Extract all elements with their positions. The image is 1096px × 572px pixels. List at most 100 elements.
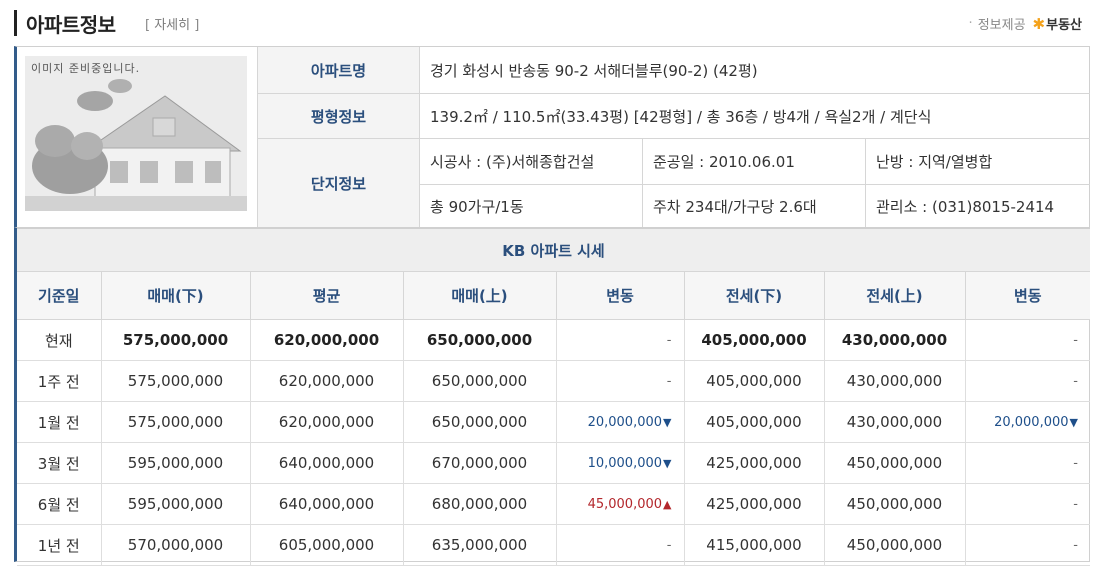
row-divider xyxy=(420,184,1090,185)
management-office-value: 관리소 : (031)8015-2414 xyxy=(876,197,1055,216)
change-amount: 10,000,000 xyxy=(587,455,663,471)
col-header-sale-change: 변동 xyxy=(556,271,685,320)
change-amount: 45,000,000 xyxy=(587,496,663,512)
page-title: 아파트정보 xyxy=(26,13,116,37)
cell-jeonse-change: 20,000,000▼ xyxy=(965,401,1090,443)
cell-average: 605,000,000 xyxy=(250,524,404,566)
detail-link[interactable]: 자세히 xyxy=(154,18,191,33)
cell-date: 1월 전 xyxy=(17,401,102,443)
provider-logo-text: 부동산 xyxy=(1046,18,1082,33)
apartment-photo-placeholder: 이미지 준비중입니다. xyxy=(25,56,247,211)
cell-jeonse-high: 450,000,000 xyxy=(824,483,966,525)
table-header-row: 기준일 매매(下) 평균 매매(上) 변동 전세(下) 전세(上) 변동 xyxy=(17,271,1090,320)
cell-jeonse-high: 430,000,000 xyxy=(824,360,966,402)
cell-sale-high: 670,000,000 xyxy=(403,442,557,484)
kb-price-panel: KB 아파트 시세 기준일 매매(下) 평균 매매(上) 변동 전세(下) 전세… xyxy=(14,228,1090,566)
change-amount: 20,000,000 xyxy=(587,414,663,430)
cell-average: 620,000,000 xyxy=(250,401,404,443)
cell-average: 620,000,000 xyxy=(250,319,404,361)
cell-sale-low: 570,000,000 xyxy=(101,524,251,566)
cell-sale-high: 635,000,000 xyxy=(403,524,557,566)
table-row: 1월 전 575,000,000 620,000,000 650,000,000 20,… xyxy=(17,401,1090,443)
col-header-date: 기준일 xyxy=(17,271,102,320)
image-preparing-notice: 이미지 준비중입니다. xyxy=(31,62,141,75)
cell-jeonse-high: 450,000,000 xyxy=(824,524,966,566)
cell-date: 1주 전 xyxy=(17,360,102,402)
col-header-average: 평균 xyxy=(250,271,404,320)
col-header-jeonse-low: 전세(下) xyxy=(684,271,825,320)
heating-value: 난방 : 지역/열병합 xyxy=(876,152,993,171)
change-amount: 20,000,000 xyxy=(994,414,1069,430)
cell-average: 640,000,000 xyxy=(250,483,404,525)
table-row: 1년 전 570,000,000 605,000,000 635,000,000-41… xyxy=(17,524,1090,566)
provider-logo[interactable]: ✱ 부동산 xyxy=(1032,14,1082,34)
cell-sale-change: 45,000,000▲ xyxy=(556,483,685,525)
cell-sale-change: - xyxy=(556,319,685,361)
title-bar-marker xyxy=(14,10,17,36)
cell-sale-change: - xyxy=(556,524,685,566)
parking-value: 주차 234대/가구당 2.6대 xyxy=(653,197,817,216)
cell-date: 1년 전 xyxy=(17,524,102,566)
kb-star-icon: ✱ xyxy=(1032,14,1046,33)
cell-date: 6월 전 xyxy=(17,483,102,525)
cell-date: 3월 전 xyxy=(17,442,102,484)
house-illustration xyxy=(25,56,247,211)
size-info-label: 평형정보 xyxy=(257,94,420,138)
decrease-arrow-icon: ▼ xyxy=(1069,415,1078,429)
cell-sale-change: 10,000,000▼ xyxy=(556,442,685,484)
bullet-icon: · xyxy=(968,16,973,31)
cell-sale-high: 650,000,000 xyxy=(403,319,557,361)
cell-jeonse-change: - xyxy=(965,319,1090,361)
apartment-info-panel: 이미지 준비중입니다. 아파트명 경기 화성시 반송동 90-2 서해더블루(9… xyxy=(14,46,1090,228)
cell-jeonse-high: 430,000,000 xyxy=(824,319,966,361)
cell-jeonse-change: - xyxy=(965,442,1090,484)
cell-jeonse-change: - xyxy=(965,360,1090,402)
cell-divider xyxy=(642,139,643,227)
decrease-arrow-icon: ▼ xyxy=(663,415,672,429)
cell-jeonse-low: 425,000,000 xyxy=(684,442,825,484)
table-row: 현재 575,000,000 620,000,000 650,000,000-405,… xyxy=(17,319,1090,361)
provider-label: 정보제공 xyxy=(977,18,1026,33)
cell-sale-high: 650,000,000 xyxy=(403,401,557,443)
completion-date-value: 준공일 : 2010.06.01 xyxy=(653,152,795,171)
data-provider: · 정보제공 ✱ 부동산 xyxy=(968,14,1082,34)
col-header-jeonse-high: 전세(上) xyxy=(824,271,966,320)
apartment-name-value: 경기 화성시 반송동 90-2 서해더블루(90-2) (42평) xyxy=(430,61,758,80)
size-info-value: 139.2㎡ / 110.5㎡(33.43평) [42평형] / 총 36층 /… xyxy=(430,107,932,126)
decrease-arrow-icon: ▼ xyxy=(663,456,672,470)
detail-bracket-open: [ xyxy=(145,18,151,33)
cell-jeonse-change: - xyxy=(965,483,1090,525)
cell-sale-high: 680,000,000 xyxy=(403,483,557,525)
cell-divider xyxy=(865,139,866,227)
table-row: 1주 전 575,000,000 620,000,000 650,000,000 - 40… xyxy=(17,360,1090,402)
cell-date: 현재 xyxy=(17,319,102,361)
detail-link-wrapper: [ 자세히 ] xyxy=(145,14,199,33)
cell-jeonse-high: 430,000,000 xyxy=(824,401,966,443)
col-header-jeonse-change: 변동 xyxy=(965,271,1090,320)
cell-jeonse-low: 425,000,000 xyxy=(684,483,825,525)
kb-price-table: 기준일 매매(下) 평균 매매(上) 변동 전세(下) 전세(上) 변동 현재 5… xyxy=(17,271,1090,566)
cell-sale-low: 575,000,000 xyxy=(101,360,251,402)
cell-sale-low: 575,000,000 xyxy=(101,319,251,361)
complex-info-label: 단지정보 xyxy=(257,139,420,227)
apartment-name-label: 아파트명 xyxy=(257,47,420,93)
households-value: 총 90가구/1동 xyxy=(430,197,524,216)
cell-sale-high: 650,000,000 xyxy=(403,360,557,402)
cell-jeonse-change: - xyxy=(965,524,1090,566)
table-row: 3월 전 595,000,000 640,000,000 670,000,000 10,… xyxy=(17,442,1090,484)
col-header-sale-high: 매매(上) xyxy=(403,271,557,320)
cell-average: 640,000,000 xyxy=(250,442,404,484)
kb-price-title: KB 아파트 시세 xyxy=(17,228,1090,271)
cell-jeonse-low: 415,000,000 xyxy=(684,524,825,566)
cell-average: 620,000,000 xyxy=(250,360,404,402)
cell-jeonse-low: 405,000,000 xyxy=(684,360,825,402)
row-divider xyxy=(257,93,1090,94)
cell-sale-low: 575,000,000 xyxy=(101,401,251,443)
col-header-sale-low: 매매(下) xyxy=(101,271,251,320)
cell-sale-change: 20,000,000▼ xyxy=(556,401,685,443)
increase-arrow-icon: ▲ xyxy=(663,497,672,511)
builder-value: 시공사 : (주)서해종합건설 xyxy=(430,152,595,171)
section-header: 아파트정보 [ 자세히 ] · 정보제공 ✱ 부동산 xyxy=(14,8,1086,38)
detail-bracket-close: ] xyxy=(194,18,200,33)
cell-jeonse-high: 450,000,000 xyxy=(824,442,966,484)
